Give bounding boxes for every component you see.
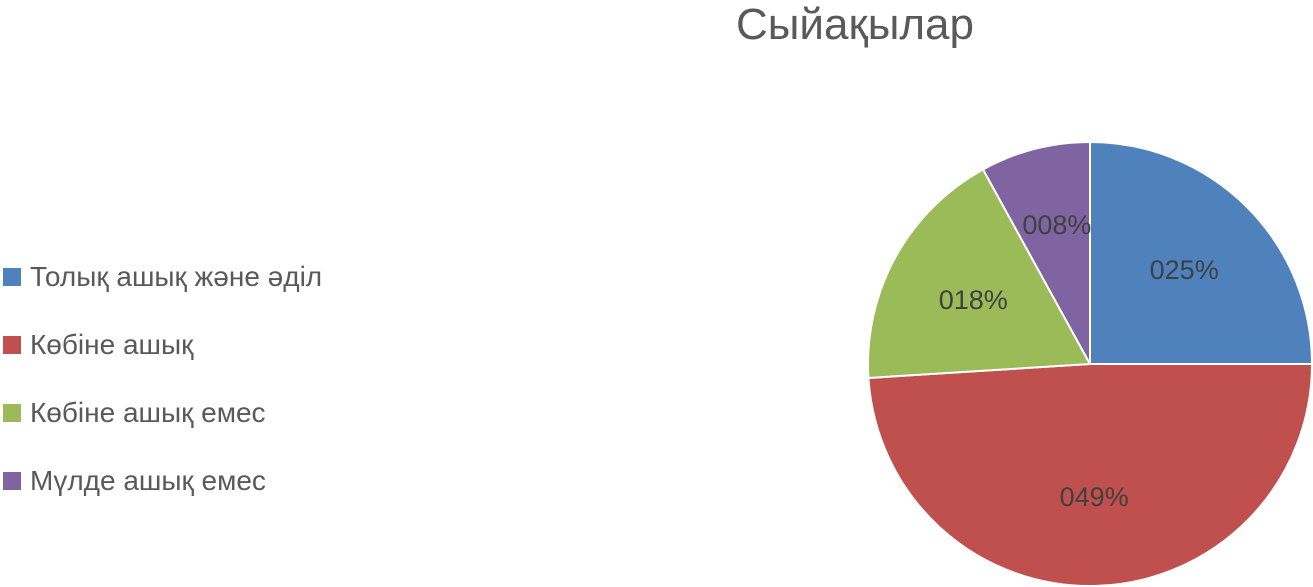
legend-swatch (3, 268, 21, 286)
pie-slice (981, 140, 1091, 365)
pie-slice (867, 363, 1313, 587)
legend-label: Көбіне ашық емес (30, 397, 266, 428)
legend-swatch (3, 472, 21, 490)
legend: Толық ашық және әділ Көбіне ашық Көбіне … (3, 243, 322, 515)
legend-item: Мүлде ашық емес (3, 447, 322, 515)
legend-label: Көбіне ашық (30, 329, 194, 360)
legend-item: Көбіне ашық (3, 311, 322, 379)
slice-data-label: 049% (1060, 482, 1129, 512)
legend-swatch (3, 404, 21, 422)
legend-item: Толық ашық және әділ (3, 243, 322, 311)
slice-data-label: 008% (1022, 210, 1091, 240)
pie-slice (1089, 140, 1313, 365)
slice-data-label: 018% (939, 285, 1008, 315)
legend-label: Толық ашық және әділ (30, 261, 323, 292)
pie-slice (867, 168, 1092, 379)
legend-item: Көбіне ашық емес (3, 379, 322, 447)
legend-swatch (3, 336, 21, 354)
legend-label: Мүлде ашық емес (30, 465, 266, 496)
slice-data-label: 025% (1150, 255, 1219, 285)
chart-title: Сыйақылар (736, 0, 974, 49)
